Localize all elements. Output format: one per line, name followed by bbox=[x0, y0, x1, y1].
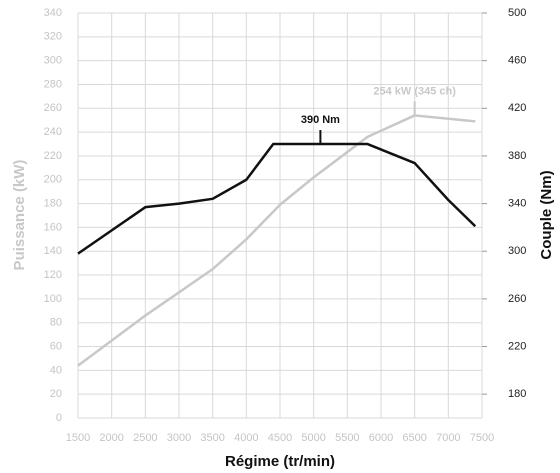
y2-tick-label: 420 bbox=[508, 102, 526, 114]
x-tick-label: 3500 bbox=[200, 432, 224, 444]
y-axis-title: Puissance (kW) bbox=[11, 160, 28, 271]
series-line bbox=[77, 114, 476, 367]
x-tick-label: 5500 bbox=[335, 432, 359, 444]
y-tick-label: 220 bbox=[44, 150, 62, 162]
y2-axis-title: Couple (Nm) bbox=[538, 170, 555, 259]
y2-tick-label: 500 bbox=[508, 7, 526, 19]
y2-tick-label: 340 bbox=[508, 197, 526, 209]
series-line bbox=[77, 142, 477, 255]
annotation: 254 kW (345 ch) bbox=[373, 85, 456, 97]
x-tick-label: 1500 bbox=[66, 432, 90, 444]
x-tick-label: 4500 bbox=[268, 432, 292, 444]
y2-tick-label: 380 bbox=[508, 150, 526, 162]
x-tick-label: 5000 bbox=[301, 432, 325, 444]
y-tick-label: 20 bbox=[50, 388, 62, 400]
annotation: 390 Nm bbox=[301, 114, 340, 126]
y-tick-label: 160 bbox=[44, 221, 62, 233]
y2-tick-label: 460 bbox=[508, 55, 526, 67]
x-tick-label: 3000 bbox=[167, 432, 191, 444]
y-tick-label: 60 bbox=[50, 340, 62, 352]
y2-tick-label: 180 bbox=[508, 388, 526, 400]
y-tick-label: 0 bbox=[56, 412, 62, 424]
x-tick-label: 2500 bbox=[133, 432, 157, 444]
x-tick-label: 7500 bbox=[470, 432, 494, 444]
y-tick-label: 40 bbox=[50, 364, 62, 376]
y-tick-label: 280 bbox=[44, 78, 62, 90]
y2-tick-label: 300 bbox=[508, 245, 526, 257]
y-tick-label: 320 bbox=[44, 31, 62, 43]
y-tick-label: 300 bbox=[44, 55, 62, 67]
x-tick-label: 6000 bbox=[369, 432, 393, 444]
x-axis-title: Régime (tr/min) bbox=[225, 453, 335, 470]
y-tick-label: 240 bbox=[44, 126, 62, 138]
x-tick-label: 2000 bbox=[99, 432, 123, 444]
y-tick-label: 120 bbox=[44, 269, 62, 281]
y-tick-label: 200 bbox=[44, 174, 62, 186]
y-tick-label: 340 bbox=[44, 7, 62, 19]
y-tick-label: 180 bbox=[44, 197, 62, 209]
y-tick-label: 100 bbox=[44, 293, 62, 305]
y2-tick-label: 260 bbox=[508, 293, 526, 305]
x-tick-label: 6500 bbox=[402, 432, 426, 444]
y2-tick-label: 220 bbox=[508, 340, 526, 352]
x-tick-label: 4000 bbox=[234, 432, 258, 444]
y-tick-label: 140 bbox=[44, 245, 62, 257]
y-tick-label: 80 bbox=[50, 317, 62, 329]
x-tick-label: 7000 bbox=[436, 432, 460, 444]
y-tick-label: 260 bbox=[44, 102, 62, 114]
